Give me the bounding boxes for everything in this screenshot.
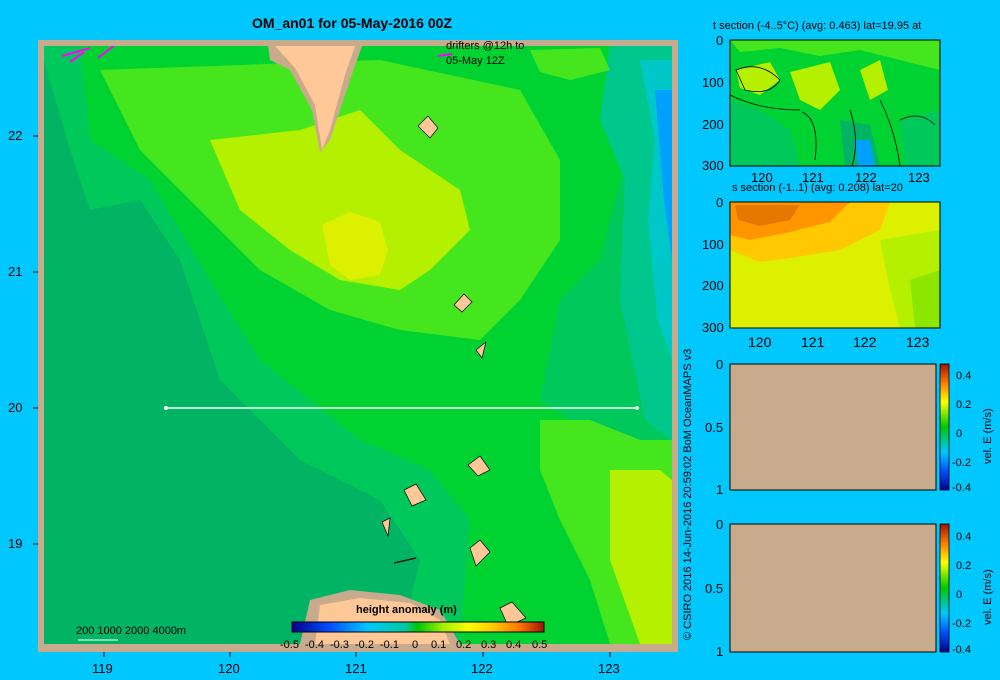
map-x-tick: 120 (218, 661, 240, 676)
vel2-cbar-tick: 0.2 (956, 560, 972, 572)
colorbar-title: height anomaly (m) (356, 604, 457, 616)
t-y-tick: 200 (702, 117, 724, 132)
vel1-y-tick: 0 (716, 357, 724, 372)
vel1-cbar-tick: 0 (956, 428, 963, 440)
colorbar-tick: 0.4 (506, 639, 522, 651)
t-y-tick: 0 (716, 33, 724, 48)
vel-panel-1 (729, 363, 937, 491)
colorbar-tick: 0 (412, 639, 419, 651)
t-section-plot (729, 39, 941, 167)
s-y-tick: 300 (702, 320, 724, 335)
vel1-y-tick: 1 (716, 482, 724, 497)
height-colorbar (291, 621, 545, 633)
map-x-tick: 123 (598, 661, 620, 676)
s-x-tick: 123 (906, 334, 930, 350)
t-x-tick: 123 (908, 170, 930, 185)
t-x-tick: 121 (802, 170, 824, 185)
colorbar-tick: 0.5 (532, 639, 548, 651)
vel1-cbar-label: vel. E (m/s) (982, 408, 994, 464)
colorbar-tick: 0.3 (481, 639, 497, 651)
vel-colorbar-2 (939, 523, 950, 653)
s-section-plot (729, 201, 941, 329)
vel2-cbar-tick: -0.2 (952, 618, 971, 630)
s-x-tick: 121 (801, 334, 825, 350)
vel1-y-tick: 0.5 (705, 420, 724, 435)
t-y-tick: 100 (702, 75, 724, 90)
vel1-cbar-tick: 0.4 (956, 370, 972, 382)
s-y-tick: 100 (702, 237, 724, 252)
map-y-tick: 21 (8, 264, 23, 279)
colorbar-tick: 0.1 (431, 639, 447, 651)
scale-label: 200 1000 2000 4000m (76, 625, 187, 637)
drifters-label-2: 05-May 12Z (446, 55, 505, 67)
vel1-cbar-tick: -0.4 (952, 482, 971, 494)
vel2-y-tick: 0.5 (705, 581, 724, 596)
height-anomaly-field (44, 46, 672, 644)
s-y-tick: 200 (702, 278, 724, 293)
vel2-y-tick: 0 (716, 517, 724, 532)
credit-text: © CSIRO 2016 14-Jun-2016 20:59:02 BoM Oc… (682, 348, 694, 640)
vel1-cbar-tick: 0.2 (956, 399, 972, 411)
vel2-cbar-label: vel. E (m/s) (982, 569, 994, 625)
colorbar-tick: -0.4 (305, 639, 324, 651)
map-x-tick: 121 (345, 661, 367, 676)
map-x-tick: 122 (471, 661, 493, 676)
vel2-y-tick: 1 (716, 644, 724, 659)
map-y-tick: 20 (8, 400, 23, 415)
vel2-cbar-tick: 0.4 (956, 531, 972, 543)
t-y-tick: 300 (702, 158, 724, 173)
s-x-tick: 120 (748, 334, 772, 350)
colorbar-tick: -0.1 (380, 639, 399, 651)
map-title: OM_an01 for 05-May-2016 00Z (252, 15, 452, 31)
s-y-tick: 0 (716, 195, 724, 210)
s-x-tick: 122 (853, 334, 877, 350)
t-x-tick: 120 (751, 170, 773, 185)
colorbar-tick: -0.2 (355, 639, 374, 651)
map-x-tick: 119 (92, 661, 113, 676)
vel2-cbar-tick: -0.4 (952, 644, 971, 656)
t-section-title: t section (-4..5°C) (avg: 0.463) lat=19.… (713, 20, 922, 32)
vel2-cbar-tick: 0 (956, 589, 963, 601)
map-y-tick: 19 (8, 536, 23, 551)
vel-colorbar-1 (939, 363, 950, 491)
t-x-tick: 122 (855, 170, 877, 185)
colorbar-tick: -0.3 (330, 639, 349, 651)
vel1-cbar-tick: -0.2 (952, 457, 971, 469)
map-y-tick: 22 (8, 128, 23, 143)
colorbar-tick: -0.5 (280, 639, 299, 651)
colorbar-tick: 0.2 (456, 639, 472, 651)
drifters-label-1: drifters @12h to (446, 40, 525, 52)
vel-panel-2 (729, 523, 937, 653)
s-section-title: s section (-1..1) (avg: 0.208) lat=20 (732, 182, 903, 194)
